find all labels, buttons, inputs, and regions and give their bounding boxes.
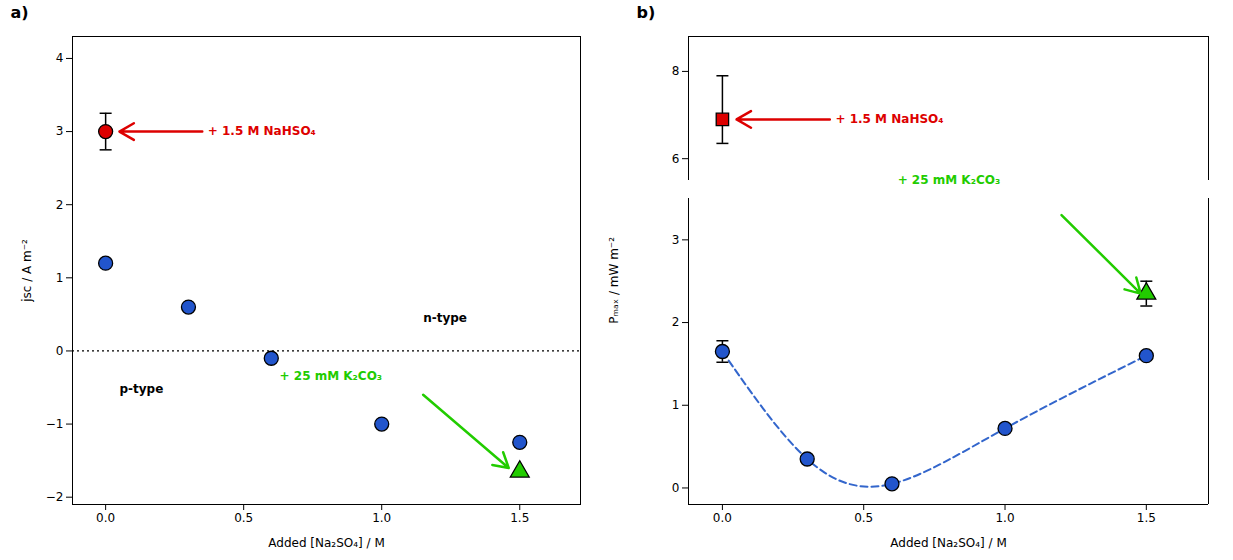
svg-text:0.0: 0.0 xyxy=(96,511,115,525)
svg-text:1.0: 1.0 xyxy=(995,511,1014,525)
svg-text:a): a) xyxy=(11,3,29,22)
svg-text:3: 3 xyxy=(672,233,680,247)
svg-text:4: 4 xyxy=(56,51,64,65)
html-text:Pₘₐₓ / mW m⁻²: Pₘₐₓ / mW m⁻² xyxy=(607,236,621,324)
svg-text:0: 0 xyxy=(56,344,64,358)
svg-text:0: 0 xyxy=(672,481,680,495)
svg-text:−1: −1 xyxy=(46,417,64,431)
svg-text:+ 1.5 M NaHSO₄: + 1.5 M NaHSO₄ xyxy=(208,124,316,138)
svg-text:1.0: 1.0 xyxy=(372,511,391,525)
svg-text:2: 2 xyxy=(56,198,64,212)
svg-text:1: 1 xyxy=(672,398,680,412)
svg-text:0.0: 0.0 xyxy=(713,511,732,525)
svg-text:3: 3 xyxy=(56,124,64,138)
svg-text:p-type: p-type xyxy=(119,382,163,396)
svg-text:6: 6 xyxy=(672,152,680,166)
svg-text:+ 1.5 M NaHSO₄: + 1.5 M NaHSO₄ xyxy=(835,112,943,126)
svg-text:0.5: 0.5 xyxy=(234,511,253,525)
svg-text:−2: −2 xyxy=(46,490,64,504)
svg-text:Added [Na₂SO₄] / M: Added [Na₂SO₄] / M xyxy=(890,536,1006,550)
svg-text:jsc / A m⁻²: jsc / A m⁻² xyxy=(20,239,34,303)
svg-text:1.5: 1.5 xyxy=(1137,511,1156,525)
svg-text:1: 1 xyxy=(56,271,64,285)
svg-text:n-type: n-type xyxy=(423,311,467,325)
svg-text:2: 2 xyxy=(672,315,680,329)
svg-text:1.5: 1.5 xyxy=(510,511,529,525)
svg-text:+ 25 mM K₂CO₃: + 25 mM K₂CO₃ xyxy=(898,173,1001,187)
svg-text:+ 25 mM K₂CO₃: + 25 mM K₂CO₃ xyxy=(280,369,383,383)
svg-text:Added [Na₂SO₄] / M: Added [Na₂SO₄] / M xyxy=(268,536,384,550)
svg-text:0.5: 0.5 xyxy=(854,511,873,525)
svg-text:b): b) xyxy=(637,3,656,22)
svg-text:8: 8 xyxy=(672,64,680,78)
